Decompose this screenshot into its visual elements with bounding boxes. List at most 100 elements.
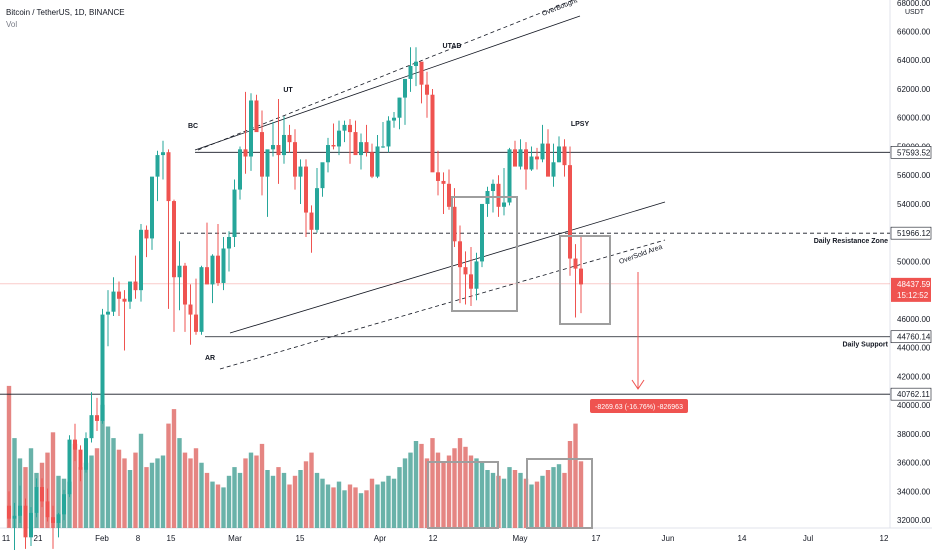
- candle-body: [535, 156, 539, 160]
- candle-body: [45, 501, 50, 518]
- measure-label: -8269.63 (-16.76%) -826963: [595, 404, 683, 411]
- volume-bar: [529, 484, 534, 528]
- volume-bar: [67, 481, 72, 528]
- x-tick-label: Mar: [228, 534, 242, 543]
- volume-bar: [204, 472, 210, 528]
- candle-body: [452, 206, 457, 242]
- volume-bar: [144, 467, 149, 528]
- volume-bar: [479, 461, 485, 528]
- volume-bar: [215, 484, 221, 528]
- candle-body: [232, 189, 237, 237]
- volume-bar: [562, 472, 567, 528]
- volume-bar: [402, 458, 408, 528]
- volume-bar: [210, 481, 215, 528]
- candle-body: [502, 202, 506, 207]
- volume-bar: [28, 448, 34, 528]
- volume-bar: [380, 481, 386, 528]
- candle-body: [579, 268, 583, 285]
- candle-body: [23, 505, 28, 538]
- volume-bar: [413, 441, 419, 528]
- candle-body: [40, 487, 44, 502]
- candle-body: [309, 212, 314, 230]
- candle-body: [51, 517, 55, 523]
- measure-label-bg: [590, 399, 688, 413]
- currency-label: USDT: [905, 9, 925, 16]
- candle-body: [364, 142, 369, 153]
- price-level-annotation: Daily Resistance Zone: [814, 238, 888, 245]
- volume-bar: [468, 455, 474, 528]
- chart-title: Bitcoin / TetherUS, 1D, BINANCE: [6, 8, 125, 17]
- y-tick-label: 32000.00: [897, 516, 931, 525]
- volume-bar: [518, 472, 523, 528]
- candle-body: [469, 274, 473, 289]
- candle-body: [139, 229, 143, 291]
- candle-body: [78, 449, 83, 470]
- candle-body: [89, 415, 94, 439]
- wyckoff-label: UTAD: [443, 43, 462, 50]
- candle-body: [331, 145, 336, 147]
- volume-bar: [309, 452, 314, 528]
- candle-body: [238, 149, 242, 190]
- last-price-label: 48437.59: [897, 280, 931, 289]
- y-tick-label: 38000.00: [897, 430, 931, 439]
- candle-body: [177, 265, 182, 278]
- candle-body: [463, 267, 468, 275]
- volume-bar: [265, 470, 270, 528]
- volume-bar: [540, 475, 545, 528]
- measure-arrow-head: [631, 379, 645, 390]
- candle-body: [122, 298, 127, 302]
- volume-bar: [221, 487, 226, 528]
- y-tick-label: 42000.00: [897, 372, 931, 381]
- volume-bar: [259, 443, 265, 528]
- candle-body: [128, 281, 132, 302]
- x-tick-label: Feb: [95, 534, 109, 543]
- candle-body: [7, 505, 11, 519]
- volume-bar: [314, 472, 320, 528]
- candle-body: [513, 149, 517, 167]
- volume-bar: [452, 448, 457, 528]
- candle-body: [100, 314, 105, 421]
- volume-bar: [138, 433, 144, 528]
- volume-bar: [435, 452, 441, 528]
- volume-bar: [408, 452, 413, 528]
- volume-bar: [325, 484, 331, 528]
- candle-body: [227, 236, 231, 249]
- candle-body: [370, 152, 374, 177]
- volume-bar: [507, 467, 512, 528]
- y-tick-label: 36000.00: [897, 459, 931, 468]
- y-tick-label: 50000.00: [897, 257, 931, 266]
- candle-body: [496, 183, 501, 207]
- candle-body: [29, 512, 33, 538]
- last-price-tag: [891, 277, 931, 302]
- volume-bar: [89, 455, 94, 528]
- candle-body: [392, 117, 396, 121]
- y-tick-label: 62000.00: [897, 85, 931, 94]
- volume-bar: [171, 409, 177, 528]
- volume-bar: [298, 470, 303, 528]
- price-level-tag: [890, 146, 932, 159]
- candle-body: [67, 439, 72, 495]
- candle-body: [540, 143, 545, 160]
- volume-bar: [545, 470, 551, 528]
- volume-bar: [193, 448, 199, 528]
- candle-body: [342, 124, 347, 131]
- volume-bar: [463, 446, 468, 528]
- candle-body: [254, 100, 259, 133]
- volume-bar: [226, 475, 232, 528]
- candle-body: [133, 281, 138, 291]
- wyckoff-label: BC: [188, 123, 198, 130]
- volume-bar: [441, 461, 446, 528]
- volume-bar: [578, 461, 584, 528]
- candle-body: [573, 258, 578, 269]
- candle-body: [216, 255, 220, 283]
- candle-body: [348, 124, 352, 133]
- volume-bar: [12, 438, 17, 528]
- x-tick-label: 11: [2, 534, 11, 543]
- volume-bar: [364, 490, 369, 528]
- x-tick-label: 21: [34, 534, 43, 543]
- y-tick-label: 60000.00: [897, 114, 931, 123]
- candle-body: [518, 149, 523, 167]
- candle-body: [397, 97, 402, 118]
- candle-body: [205, 267, 209, 285]
